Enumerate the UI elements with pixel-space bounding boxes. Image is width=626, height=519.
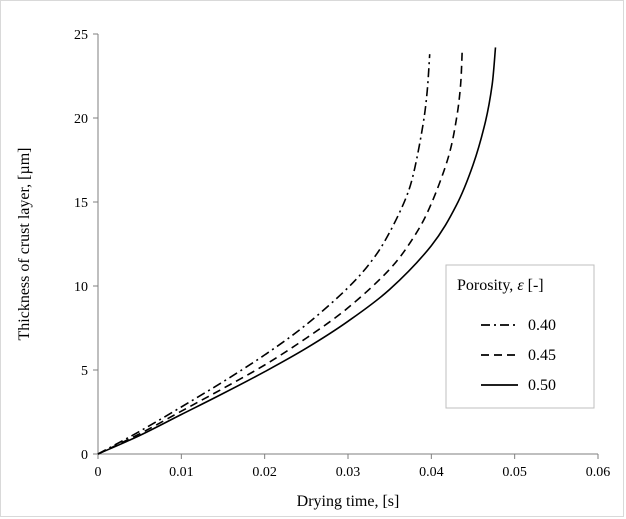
tick-labels: 0 5 10 15 20 25 0 0.01 0.02 0.03 0.04 0.05 0.06 [74,28,610,480]
series-line-0.40 [97,54,431,455]
legend-title-symbol: ε [517,277,524,294]
x-tick-label: 0.03 [336,465,361,480]
x-tick-label: 0.05 [502,465,527,480]
legend: Porosity, ε [-] 0.40 0.45 0.50 [445,264,595,409]
x-tick-label: 0.04 [419,465,444,480]
x-tick-label: 0.02 [252,465,277,480]
y-tick-label: 5 [81,364,88,379]
series-lines [97,47,497,455]
y-tick-label: 20 [74,112,88,127]
x-tick-label: 0.01 [169,465,194,480]
legend-title: Porosity, ε [-] [457,277,544,294]
y-axis-title: Thickness of crust layer, [µm] [16,148,33,341]
legend-title-suffix: [-] [524,277,544,294]
y-tick-label: 25 [74,28,88,43]
x-tick-label: 0 [95,465,102,480]
series-line-0.45 [97,50,463,455]
legend-label: 0.50 [528,377,556,394]
series-line-0.50 [97,47,497,455]
y-tick-label: 10 [74,280,88,295]
axes [93,33,599,459]
y-tick-label: 15 [74,196,88,211]
legend-box [445,264,595,409]
legend-entries: 0.40 0.45 0.50 [481,317,556,394]
legend-title-prefix: Porosity, [457,277,517,294]
legend-label: 0.45 [528,347,556,364]
x-tick-label: 0.06 [586,465,611,480]
legend-label: 0.40 [528,317,556,334]
y-tick-label: 0 [81,448,88,463]
x-axis-title: Drying time, [s] [297,493,400,510]
